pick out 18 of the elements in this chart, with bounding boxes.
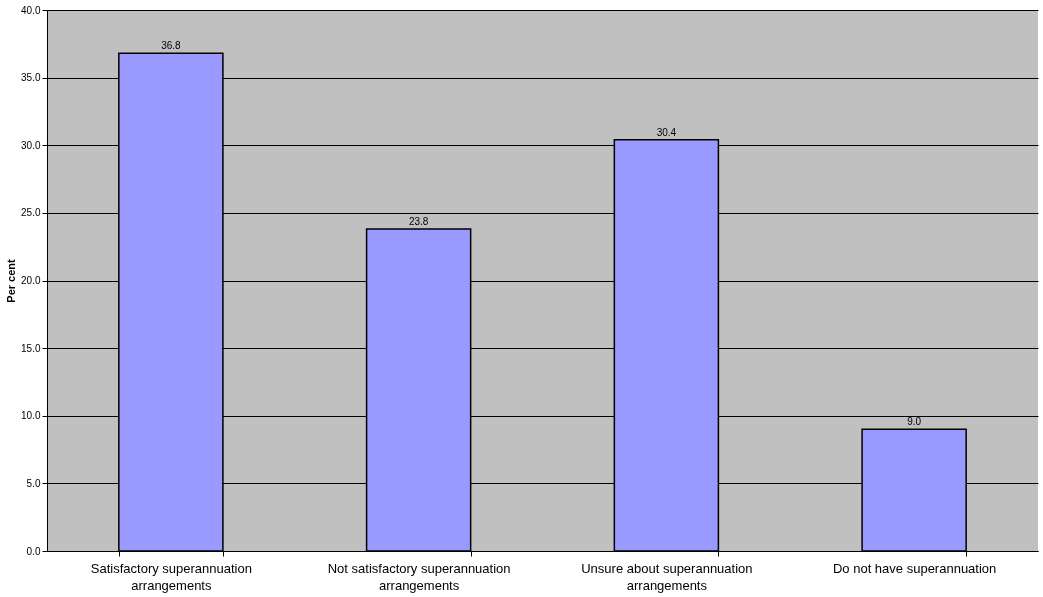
data-label: 30.4: [656, 126, 677, 138]
data-label: 36.8: [161, 40, 182, 52]
y-tick-label: 35.0: [21, 72, 41, 84]
y-tick-label: 5.0: [26, 477, 41, 489]
y-tick-label: 10.0: [21, 410, 41, 422]
x-tick-label: Unsure about superannuation arrangements: [581, 560, 753, 593]
y-tick-label: 30.0: [21, 139, 41, 151]
x-tick-label: Do not have superannuation: [832, 560, 997, 576]
data-label: 23.8: [408, 216, 429, 228]
x-tick-label: Satisfactory superannuation arrangements: [90, 560, 252, 593]
x-tick-label: Not satisfactory superannuation arrangements: [327, 560, 511, 593]
y-axis-title: Per cent: [5, 258, 18, 303]
y-tick-label: 25.0: [21, 207, 41, 219]
data-label: 9.0: [907, 416, 922, 428]
y-tick-label: 0.0: [26, 545, 41, 557]
y-tick-label: 15.0: [21, 342, 41, 354]
y-tick-label: 40.0: [21, 4, 41, 16]
y-tick-label: 20.0: [21, 275, 41, 286]
